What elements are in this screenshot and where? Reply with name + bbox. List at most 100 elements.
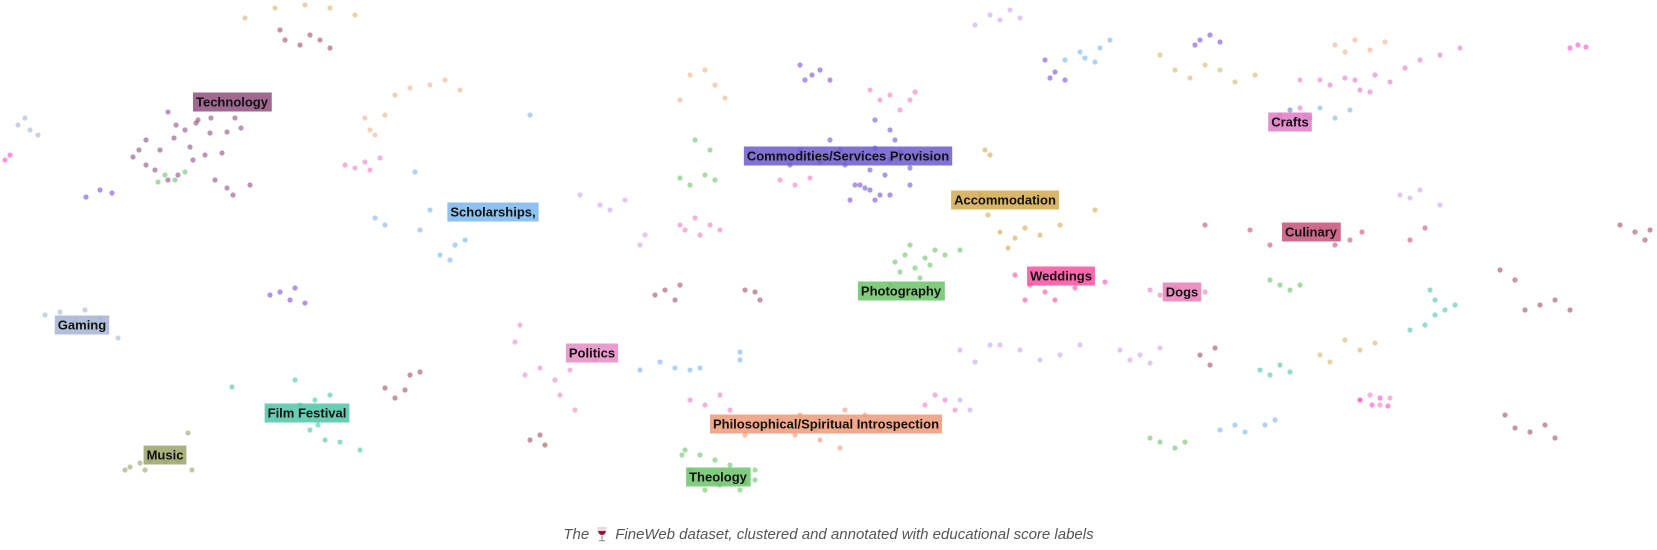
- scatter-point: [727, 407, 733, 413]
- scatter-point: [607, 207, 613, 213]
- cluster-label-text: Commodities/Services Provision: [747, 149, 949, 164]
- scatter-point: [997, 342, 1003, 348]
- scatter-point: [852, 182, 858, 188]
- scatter-point: [802, 77, 808, 83]
- scatter-point: [972, 359, 978, 365]
- scatter-point: [315, 422, 321, 428]
- scatter-point: [173, 122, 179, 128]
- scatter-point: [1527, 429, 1533, 435]
- scatter-point: [542, 442, 548, 448]
- scatter-point: [717, 392, 723, 398]
- scatter-point: [662, 287, 668, 293]
- scatter-point: [452, 242, 458, 248]
- scatter-point: [165, 177, 171, 183]
- scatter-point: [957, 347, 963, 353]
- scatter-point: [927, 262, 933, 268]
- scatter-point: [1157, 439, 1163, 445]
- scatter-point: [527, 437, 533, 443]
- scatter-point: [193, 120, 199, 126]
- scatter-point: [172, 177, 178, 183]
- scatter-point: [642, 232, 648, 238]
- scatter-point: [1377, 395, 1383, 401]
- cluster-label-text: Technology: [196, 95, 269, 110]
- scatter-point: [752, 467, 758, 473]
- cluster-label-text: Weddings: [1030, 269, 1092, 284]
- scatter-point: [682, 227, 688, 233]
- scatter-point: [1207, 362, 1213, 368]
- scatter-point: [917, 275, 923, 281]
- scatter-point: [190, 157, 196, 163]
- scatter-point: [887, 192, 893, 198]
- scatter-point: [1437, 202, 1443, 208]
- scatter-point: [136, 147, 142, 153]
- scatter-point: [1107, 37, 1113, 43]
- scatter-point: [143, 162, 149, 168]
- scatter-point: [182, 127, 188, 133]
- scatter-point: [427, 82, 433, 88]
- scatter-point: [322, 437, 328, 443]
- scatter-point: [757, 297, 763, 303]
- scatter-point: [907, 165, 913, 171]
- scatter-point: [702, 402, 708, 408]
- scatter-point: [907, 242, 913, 248]
- scatter-point: [1432, 312, 1438, 318]
- cluster-label-text: Dogs: [1166, 285, 1199, 300]
- caption-suffix: FineWeb dataset, clustered and annotated…: [615, 526, 1094, 543]
- scatter-point: [1102, 279, 1108, 285]
- scatter-point: [737, 487, 743, 493]
- scatter-point: [362, 159, 368, 165]
- scatter-point: [1212, 345, 1218, 351]
- scatter-point: [1382, 39, 1388, 45]
- scatter-point: [1342, 75, 1348, 81]
- scatter-point: [1617, 222, 1623, 228]
- scatter-point: [1369, 402, 1375, 408]
- scatter-point: [1512, 277, 1518, 283]
- scatter-point: [1317, 105, 1323, 111]
- scatter-point: [292, 285, 298, 291]
- scatter-point: [1407, 195, 1413, 201]
- scatter-point: [742, 432, 748, 438]
- figure-caption: The FineWeb dataset, clustered and annot…: [0, 526, 1657, 543]
- scatter-point: [867, 167, 873, 173]
- scatter-point: [1082, 55, 1088, 61]
- scatter-point: [1037, 232, 1043, 238]
- scatter-point: [697, 365, 703, 371]
- scatter-point: [1407, 327, 1413, 333]
- scatter-point: [517, 322, 523, 328]
- scatter-point: [1422, 322, 1428, 328]
- scatter-point: [1537, 302, 1543, 308]
- caption-prefix: The: [563, 526, 590, 543]
- cluster-label-background: [743, 146, 953, 166]
- cluster-scatter-plot: Technology Commodities/Services Provision…: [2, 2, 1653, 493]
- scatter-point: [1512, 425, 1518, 431]
- scatter-point: [537, 432, 543, 438]
- scatter-point: [792, 432, 798, 438]
- scatter-point: [1327, 82, 1333, 88]
- cluster-label-background: [447, 202, 539, 222]
- scatter-point: [230, 192, 236, 198]
- scatter-point: [687, 397, 693, 403]
- scatter-point: [1267, 242, 1273, 248]
- scatter-point: [872, 197, 878, 203]
- scatter-point: [22, 115, 28, 121]
- scatter-point: [857, 182, 863, 188]
- scatter-point: [807, 175, 813, 181]
- scatter-point: [1057, 352, 1063, 358]
- cluster-label: Photography: [857, 281, 945, 301]
- scatter-point: [238, 125, 244, 131]
- scatter-point: [1417, 187, 1423, 193]
- scatter-point: [307, 427, 313, 433]
- scatter-point: [109, 190, 115, 196]
- scatter-point: [1552, 297, 1558, 303]
- scatter-point: [957, 247, 963, 253]
- scatter-point: [447, 257, 453, 263]
- scatter-point: [887, 92, 893, 98]
- scatter-point: [442, 77, 448, 83]
- scatter-point: [677, 175, 683, 181]
- cluster-label-text: Theology: [689, 470, 748, 485]
- scatter-point: [557, 392, 563, 398]
- scatter-point: [752, 289, 758, 295]
- scatter-point: [1062, 57, 1068, 63]
- scatter-point: [679, 452, 685, 458]
- scatter-point: [997, 229, 1003, 235]
